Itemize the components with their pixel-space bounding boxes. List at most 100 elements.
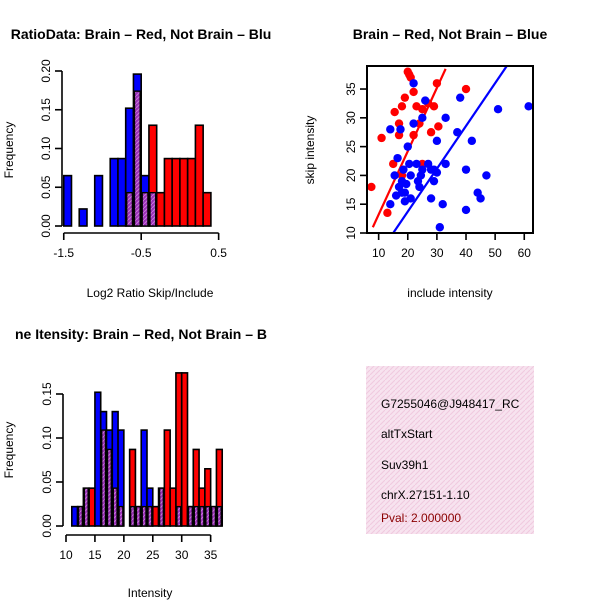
scatter-point-blue: [441, 159, 450, 169]
scatter-y-tick-label: 25: [344, 140, 358, 154]
intensity-overlap-bar: [112, 487, 118, 527]
info-probe-id: G7255046@J948417_RC: [381, 397, 520, 411]
scatter-point-blue: [461, 165, 471, 174]
intensity-overlap-bar: [187, 505, 193, 527]
intensity-bar: [180, 372, 189, 527]
info-background: [366, 366, 534, 534]
intensity-overlap-bar: [199, 505, 205, 527]
scatter-point-blue: [390, 171, 399, 180]
intensity-overlap-bar: [158, 487, 165, 527]
info-panel: G7255046@J948417_RC altTxStart Suv39h1 c…: [366, 366, 534, 534]
scatter-point-red: [390, 107, 399, 117]
scatter-point-red: [426, 128, 436, 137]
scatter-point-blue: [429, 176, 439, 186]
ratio-bar: [163, 157, 173, 227]
ratio-y-tick-label: 0.15: [39, 98, 53, 122]
scatter-point-blue: [476, 194, 485, 203]
intensity-x-tick-label: 15: [88, 548, 102, 562]
ratio-bars: [62, 73, 212, 227]
ratio-overlap-bar: [141, 191, 149, 227]
scatter-point-blue: [406, 171, 415, 180]
scatter-frame: [366, 65, 534, 234]
scatter-point-blue: [418, 165, 427, 174]
intensity-overlap-bar: [176, 505, 182, 527]
intensity-overlap-bar: [210, 505, 217, 527]
intensity-xlabel: Intensity: [128, 586, 173, 600]
scatter-point-red: [400, 93, 410, 102]
scatter-point-blue: [409, 119, 418, 128]
scatter-x-tick-label: 30: [430, 246, 444, 260]
scatter-point-blue: [409, 79, 418, 88]
intensity-bar: [175, 372, 183, 527]
info-cluster-id: chrX.27151-1.10: [381, 488, 470, 502]
scatter-point-blue: [438, 200, 447, 209]
scatter-point-blue: [412, 159, 421, 169]
scatter-point-blue: [524, 102, 533, 111]
scatter-point-red: [434, 122, 443, 131]
intensity-overlap-bar: [147, 505, 153, 527]
ratio-bar: [78, 208, 88, 227]
scatter-point-blue: [418, 113, 427, 123]
ratio-bar: [186, 157, 197, 227]
ratio-axes: -1.5 -0.5 0.5 0.00 0.05 0.10 0.15 0.20: [39, 59, 227, 260]
scatter-point-blue: [406, 194, 415, 203]
scatter-point-blue: [415, 182, 424, 192]
ratio-overlap-bar: [126, 191, 134, 227]
scatter-x-tick-label: 60: [518, 246, 532, 260]
scatter-point-red: [418, 104, 427, 114]
intensity-bars: [70, 372, 224, 527]
scatter-y-tick-label: 30: [344, 111, 358, 125]
scatter-point-red: [389, 159, 398, 169]
scatter-point-blue: [403, 142, 412, 151]
scatter-point-blue: [482, 171, 491, 180]
scatter-y-tick-label: 35: [344, 82, 358, 96]
intensity-bar: [70, 505, 79, 527]
scatter-point-blue: [432, 136, 442, 146]
intensity-histogram-title: ne Itensity: Brain – Red, Not Brain – B: [15, 326, 267, 342]
scatter-point-red: [429, 102, 439, 111]
intensity-y-tick-label: 0.10: [40, 426, 54, 450]
intensity-overlap-bar: [83, 487, 89, 527]
scatter-axes: 10 20 30 40 50 60 10 15 20 25 30 35: [344, 65, 534, 260]
ratio-y-tick-label: 0.20: [39, 59, 53, 83]
scatter-point-blue: [467, 136, 477, 146]
intensity-y-tick-label: 0.15: [40, 382, 54, 406]
intensity-overlap-bar: [118, 505, 124, 527]
intensity-y-tick-label: 0.05: [40, 470, 54, 494]
scatter-point-blue: [393, 153, 402, 163]
scatter-point-blue: [386, 200, 395, 209]
ratio-bar: [194, 124, 204, 227]
ratio-bar: [117, 157, 127, 227]
ratio-histogram-title: RatioData: Brain – Red, Not Brain – Blu: [11, 26, 272, 42]
scatter-x-tick-label: 40: [459, 246, 473, 260]
ratio-y-tick-label: 0.10: [39, 136, 53, 160]
scatter-point-blue: [399, 165, 408, 174]
info-event-type: altTxStart: [381, 427, 433, 441]
scatter-point-blue: [455, 93, 465, 102]
ratio-ylabel: Frequency: [2, 122, 16, 179]
scatter-point-blue: [402, 179, 411, 189]
scatter-point-red: [461, 84, 471, 94]
ratio-y-tick-label: 0.05: [39, 175, 53, 199]
intensity-bar: [151, 505, 160, 527]
intensity-bar: [169, 487, 177, 527]
scatter-point-red: [418, 159, 427, 169]
ratio-bar: [62, 174, 73, 227]
info-gene-name: Suv39h1: [381, 458, 429, 472]
intensity-bar: [163, 429, 171, 527]
intensity-overlap-bar: [106, 448, 112, 527]
intensity-x-tick-label: 25: [146, 548, 160, 562]
ratio-overlap-bar: [149, 191, 157, 227]
scatter-point-red: [367, 182, 376, 192]
info-pval: Pval: 2.000000: [381, 511, 461, 525]
scatter-y-tick-label: 15: [344, 197, 358, 211]
intensity-overlap-bar: [101, 429, 107, 527]
ratio-bar: [109, 157, 119, 227]
scatter-point-red: [377, 133, 386, 143]
intensity-axes: 10 15 20 25 30 35 0.00 0.05 0.10 0.15: [40, 382, 218, 562]
ratio-x-tick-label: -0.5: [131, 246, 152, 260]
scatter-xlabel: include intensity: [407, 286, 492, 300]
scatter-x-tick-label: 50: [488, 246, 502, 260]
intensity-x-tick-label: 30: [175, 548, 189, 562]
